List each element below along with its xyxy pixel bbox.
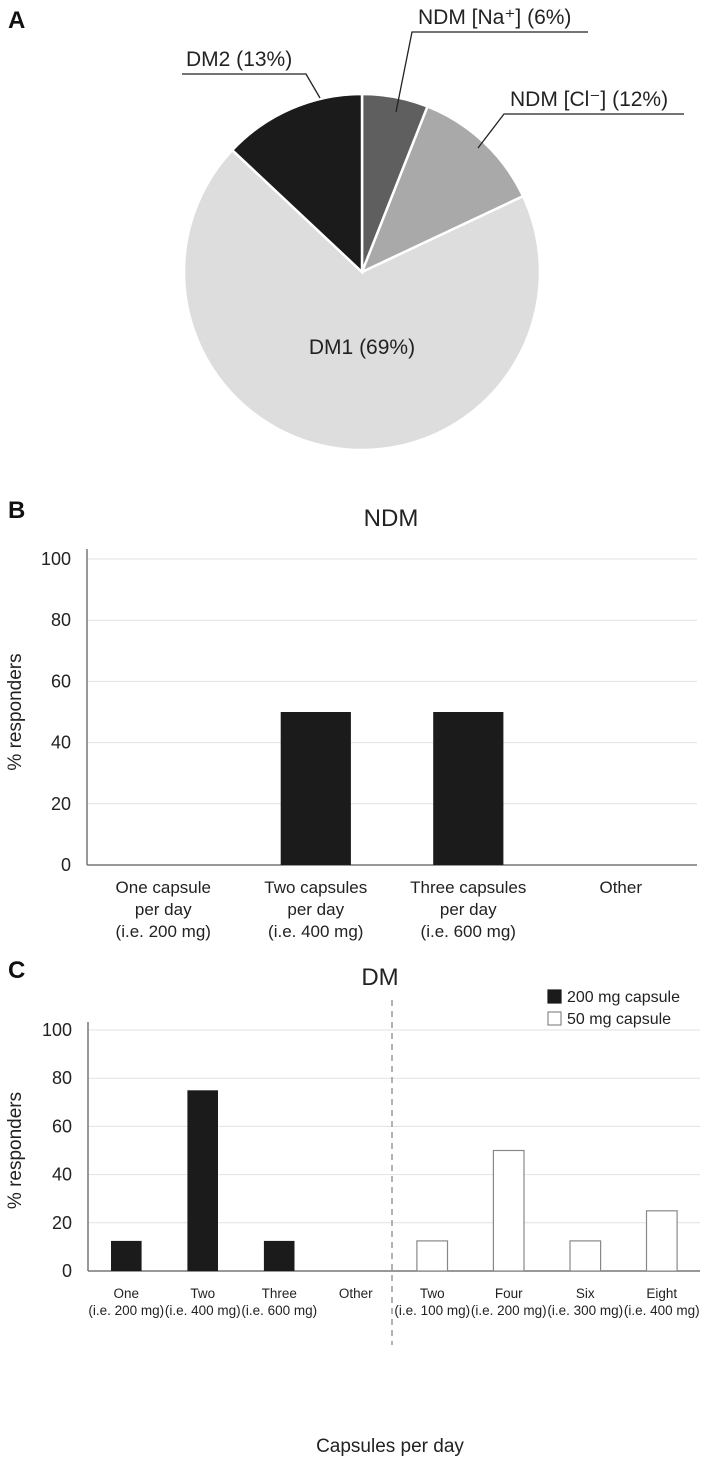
y-tick-label: 0 bbox=[61, 855, 71, 875]
chart-title-dm: DM bbox=[361, 964, 398, 991]
legend-label: 200 mg capsule bbox=[567, 989, 680, 1006]
category-label: Two bbox=[190, 1286, 215, 1301]
bar-50-mg-capsule-5 bbox=[492, 1149, 525, 1272]
y-tick-label: 20 bbox=[51, 794, 71, 814]
y-tick-label: 20 bbox=[52, 1213, 72, 1233]
category-label: (i.e. 600 mg) bbox=[421, 922, 516, 941]
pie-slice-ndm-cl bbox=[359, 104, 525, 275]
y-tick-label: 60 bbox=[51, 671, 71, 691]
x-axis-title: Capsules per day bbox=[316, 1436, 464, 1457]
category-label: Two bbox=[420, 1286, 445, 1301]
category-label: (i.e. 200 mg) bbox=[88, 1303, 164, 1318]
pie-leader-line bbox=[395, 31, 588, 113]
category-label: per day bbox=[135, 900, 192, 919]
category-label: per day bbox=[287, 900, 344, 919]
bar-ndm-2 bbox=[433, 712, 504, 865]
y-axis-title: % responders bbox=[5, 1092, 26, 1209]
category-label: (i.e. 300 mg) bbox=[547, 1303, 623, 1318]
category-label: One capsule bbox=[116, 878, 211, 897]
legend-label: 50 mg capsule bbox=[567, 1011, 671, 1028]
bar-50-mg-capsule-6 bbox=[569, 1240, 602, 1272]
category-label: Three bbox=[262, 1286, 297, 1301]
y-tick-label: 80 bbox=[52, 1068, 72, 1088]
category-label: (i.e. 400 mg) bbox=[624, 1303, 700, 1318]
category-label: per day bbox=[440, 900, 497, 919]
y-tick-label: 40 bbox=[51, 733, 71, 753]
pie-leader-line bbox=[477, 113, 684, 149]
category-label: Eight bbox=[646, 1286, 677, 1301]
category-label: One bbox=[113, 1286, 139, 1301]
legend-swatch bbox=[547, 989, 562, 1004]
category-label: (i.e. 400 mg) bbox=[268, 922, 363, 941]
category-label: Other bbox=[339, 1286, 373, 1301]
pie-label: NDM [Cl⁻] (12%) bbox=[510, 88, 668, 111]
chart-title-ndm: NDM bbox=[364, 505, 419, 532]
category-label: (i.e. 200 mg) bbox=[116, 922, 211, 941]
category-label: Six bbox=[576, 1286, 595, 1301]
panel-letter-a: A bbox=[8, 7, 25, 34]
pie-label: DM1 (69%) bbox=[309, 336, 415, 359]
bar-200-mg-capsule-1 bbox=[187, 1090, 218, 1272]
category-label: Other bbox=[599, 878, 642, 897]
category-label: Three capsules bbox=[410, 878, 526, 897]
y-tick-label: 40 bbox=[52, 1165, 72, 1185]
bar-50-mg-capsule-4 bbox=[416, 1240, 449, 1272]
pie-label: NDM [Na⁺] (6%) bbox=[418, 6, 571, 29]
panel-letter-b: B bbox=[8, 497, 25, 524]
bar-chart-ndm: 0 20 40 60 80 100 % responders One capsule per d… bbox=[5, 549, 697, 941]
y-tick-label: 80 bbox=[51, 610, 71, 630]
category-label: (i.e. 400 mg) bbox=[165, 1303, 241, 1318]
y-tick-label: 100 bbox=[42, 1020, 72, 1040]
bar-200-mg-capsule-0 bbox=[111, 1240, 142, 1271]
category-label: (i.e. 600 mg) bbox=[241, 1303, 317, 1318]
bar-ndm-1 bbox=[280, 712, 351, 865]
bar-50-mg-capsule-7 bbox=[645, 1210, 678, 1272]
category-label: Four bbox=[495, 1286, 523, 1301]
bar-chart-dm: 0 20 40 60 80 100 % responders One (i.e. 200 mg)… bbox=[5, 989, 700, 1457]
pie-slice-dm1 bbox=[182, 148, 542, 452]
pie-slice-dm2 bbox=[230, 92, 364, 275]
category-label: (i.e. 100 mg) bbox=[394, 1303, 470, 1318]
y-axis-title: % responders bbox=[5, 653, 26, 770]
bar-200-mg-capsule-2 bbox=[263, 1240, 295, 1271]
category-label: Two capsules bbox=[264, 878, 367, 897]
category-label: (i.e. 200 mg) bbox=[471, 1303, 547, 1318]
y-tick-label: 60 bbox=[52, 1116, 72, 1136]
legend-swatch bbox=[547, 1011, 562, 1026]
pie-leader-line bbox=[182, 73, 321, 99]
pie-chart: NDM [Na⁺] (6%) NDM [Cl⁻] (12%) DM1 (69%) DM… bbox=[182, 6, 684, 452]
y-tick-label: 100 bbox=[41, 549, 71, 569]
pie-label: DM2 (13%) bbox=[186, 48, 292, 71]
panel-letter-c: C bbox=[8, 957, 25, 984]
y-tick-label: 0 bbox=[62, 1261, 72, 1281]
